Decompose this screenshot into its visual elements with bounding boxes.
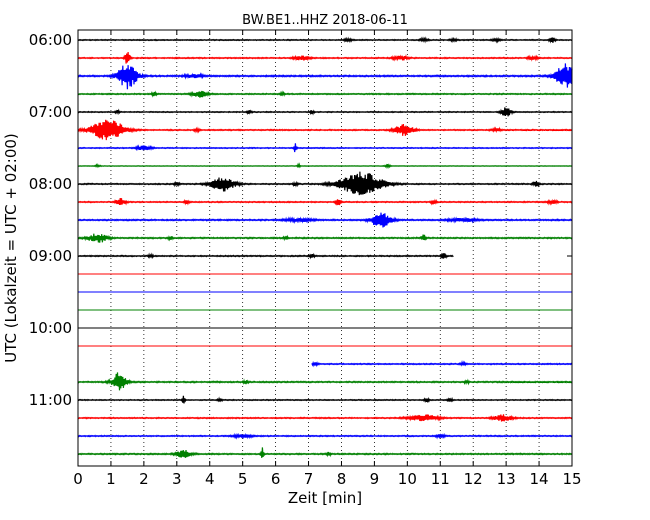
x-tick-label-9: 9 <box>370 470 380 488</box>
plot-frame <box>77 29 573 467</box>
trace-1100 <box>77 395 573 404</box>
x-axis-label: Zeit [min] <box>288 489 362 507</box>
y-tick-label-2: 08:00 <box>29 175 72 193</box>
trace-0815 <box>77 198 573 206</box>
x-tick-label-0: 0 <box>73 470 83 488</box>
trace-1030 <box>311 360 573 368</box>
trace-0900 <box>77 252 454 260</box>
y-tick-label-5: 11:00 <box>29 391 72 409</box>
y-tick-label-0: 06:00 <box>29 31 72 49</box>
x-tick-label-15: 15 <box>562 470 581 488</box>
trace-1145 <box>77 447 573 458</box>
chart-title: BW.BE1..HHZ 2018-06-11 <box>242 13 408 28</box>
x-tick-label-5: 5 <box>238 470 248 488</box>
trace-0630 <box>77 63 573 90</box>
y-axis-label: UTC (Lokalzeit = UTC + 02:00) <box>2 133 20 363</box>
trace-1130 <box>77 432 573 440</box>
x-tick-label-3: 3 <box>172 470 182 488</box>
trace-0800 <box>77 171 573 196</box>
x-tick-label-13: 13 <box>497 470 516 488</box>
trace-0745 <box>77 162 573 170</box>
x-tick-label-8: 8 <box>337 470 347 488</box>
trace-0615 <box>77 51 573 64</box>
x-tick-label-4: 4 <box>205 470 215 488</box>
x-tick-label-6: 6 <box>271 470 281 488</box>
grid-lines <box>110 30 540 466</box>
x-tick-label-14: 14 <box>530 470 549 488</box>
trace-1115 <box>77 414 573 422</box>
trace-0830 <box>77 212 573 228</box>
traces <box>77 36 573 458</box>
x-axis: 0 1 2 3 4 5 6 7 8 9 10 11 12 13 14 15 <box>73 30 582 488</box>
x-tick-label-7: 7 <box>304 470 314 488</box>
y-tick-label-3: 09:00 <box>29 247 72 265</box>
x-tick-label-10: 10 <box>398 470 417 488</box>
trace-0845 <box>77 233 573 243</box>
y-tick-label-4: 10:00 <box>29 319 72 337</box>
x-tick-label-2: 2 <box>139 470 149 488</box>
trace-0715 <box>77 119 573 141</box>
x-tick-label-11: 11 <box>431 470 450 488</box>
y-axis: 06:00 07:00 08:00 09:00 10:00 11:00 <box>29 31 572 409</box>
trace-0645 <box>77 90 573 98</box>
x-tick-label-1: 1 <box>106 470 116 488</box>
trace-0730 <box>77 143 573 153</box>
y-tick-label-1: 07:00 <box>29 103 72 121</box>
x-tick-label-12: 12 <box>464 470 483 488</box>
trace-1045 <box>77 372 573 391</box>
trace-0700 <box>77 107 573 117</box>
trace-0600 <box>77 36 573 44</box>
